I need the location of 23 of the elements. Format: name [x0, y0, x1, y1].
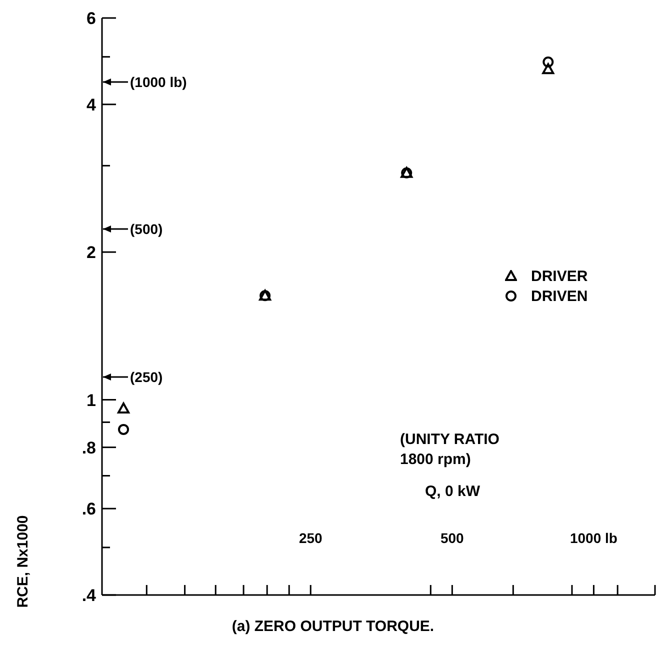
x-tick-label: 1000 lb	[570, 530, 618, 546]
annotation: (250)	[130, 369, 163, 385]
y-tick-label: 4	[86, 95, 97, 114]
y-tick-label: 2	[86, 243, 96, 262]
point	[118, 424, 130, 435]
point	[542, 63, 554, 74]
point	[118, 402, 130, 414]
text: (a) ZERO OUTPUT TORQUE.	[230, 618, 436, 635]
annotation: Q, 0 kW	[425, 482, 480, 502]
y-tick-label: .6	[82, 500, 96, 519]
annotation: (1000 lb)	[130, 74, 187, 90]
legend-label: DRIVER	[531, 268, 588, 284]
x-tick-label: 500	[440, 530, 464, 546]
y-tick-label: 6	[86, 9, 96, 28]
annotation: (UNITY RATIO 1800 rpm)	[400, 430, 500, 470]
x-tick-label: 250	[298, 530, 323, 546]
y-axis-title: RCE, Nx1000	[14, 514, 32, 610]
point	[542, 56, 554, 68]
y-tick-label: .8	[82, 438, 96, 458]
annotation: (500)	[130, 221, 163, 237]
legend-label: DRIVEN	[531, 288, 588, 304]
y-tick-label: 1	[86, 390, 96, 410]
y-tick-label: .4	[82, 586, 97, 605]
